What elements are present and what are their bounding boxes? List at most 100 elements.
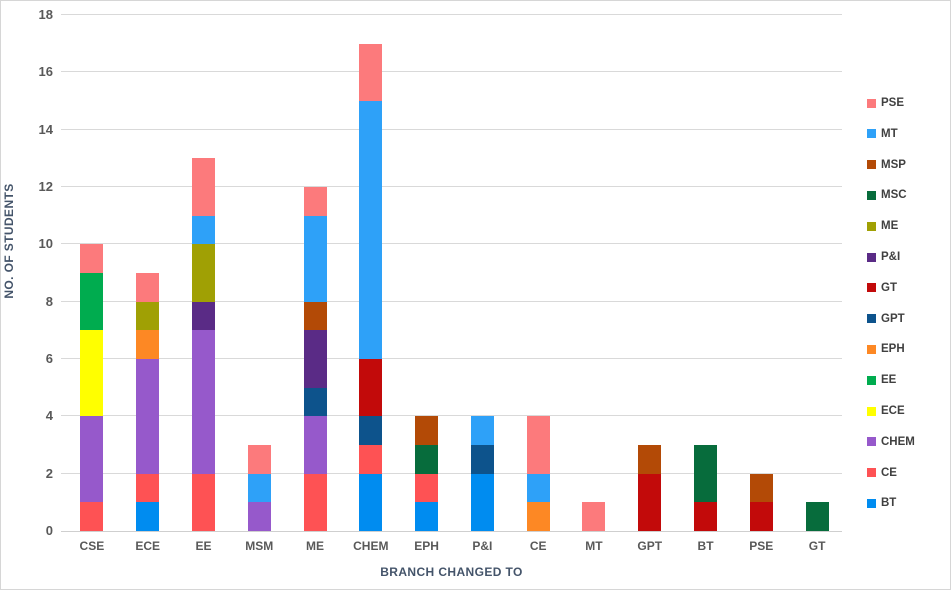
y-tick-label-10: 10 (38, 236, 53, 252)
legend-swatch-EPH (867, 344, 876, 354)
legend-item-CE: CE (867, 467, 897, 479)
bar-segment-CE-EPH (526, 502, 550, 531)
legend-label-P&I: P&I (881, 251, 901, 263)
bar-segment-P&I-MT (470, 416, 494, 445)
bar-segment-ECE-CHEM (136, 359, 160, 474)
legend-swatch-MT (867, 129, 876, 139)
legend-item-MSC: MSC (867, 189, 907, 201)
y-tick-label-12: 12 (38, 179, 53, 194)
bar-segment-CSE-EE (80, 273, 104, 331)
legend-swatch-GT (867, 283, 876, 293)
legend-swatch-MSP (867, 160, 876, 170)
bar-segment-ECE-ME (136, 301, 160, 331)
bar-segment-CSE-CHEM (80, 416, 104, 503)
legend-label-MT: MT (881, 127, 898, 140)
plot-area (61, 14, 842, 532)
bar-segment-CE-MT (526, 473, 550, 503)
y-tick-label-18: 18 (38, 7, 53, 22)
gridline-y-18 (61, 14, 842, 15)
bar-segment-MSM-CHEM (247, 502, 271, 531)
gridline-y-0 (61, 531, 842, 532)
y-tick-label-14: 14 (38, 121, 53, 137)
bar-segment-ME-MSP (303, 301, 327, 331)
bar-segment-EE-P&I (191, 301, 215, 331)
bar-segment-CHEM-BT (359, 473, 383, 531)
bar-segment-EPH-BT (415, 502, 439, 531)
bar-segment-CSE-ECE (80, 330, 104, 417)
legend-label-BT: BT (881, 497, 897, 510)
bar-segment-ME-MT (303, 215, 327, 302)
legend-label-EE: EE (881, 374, 897, 387)
bar-segment-EPH-CE (415, 473, 439, 503)
bar-segment-MT-PSE (582, 502, 606, 531)
bar-segment-ECE-CE (136, 473, 160, 503)
bar-segment-ECE-PSE (136, 273, 160, 302)
x-category-label-BT: BT (697, 539, 714, 553)
legend-label-EPH: EPH (881, 343, 905, 356)
legend-item-P&I: P&I (867, 251, 900, 263)
legend-label-ECE: ECE (881, 405, 905, 417)
bar-segment-GPT-GT (638, 473, 662, 531)
bar-segment-EE-CE (191, 473, 215, 531)
legend-label-MSC: MSC (881, 189, 907, 202)
x-category-label-CE: CE (529, 539, 547, 553)
y-tick-label-16: 16 (38, 64, 53, 80)
legend-item-CHEM: CHEM (867, 436, 915, 448)
bar-segment-BT-GT (694, 502, 718, 531)
legend-label-ME: ME (881, 220, 899, 233)
gridline-y-16 (61, 71, 842, 73)
bar-segment-PSE-MSP (749, 473, 773, 503)
legend-swatch-GPT (867, 314, 876, 324)
bar-segment-CSE-PSE (80, 244, 104, 273)
legend-label-CHEM: CHEM (881, 435, 915, 448)
legend-item-GT: GT (867, 282, 897, 294)
legend-item-BT: BT (867, 497, 896, 509)
bar-segment-BT-MSC (694, 445, 718, 503)
bar-segment-ME-CHEM (303, 416, 327, 474)
bar-segment-EPH-MSP (415, 416, 439, 445)
legend-swatch-MSC (867, 190, 876, 200)
legend-item-ECE: ECE (867, 405, 905, 417)
bar-segment-P&I-GPT (470, 445, 494, 474)
gridline-y-14 (61, 128, 842, 130)
bar-segment-CHEM-GT (359, 359, 383, 417)
x-category-label-GT: GT (808, 539, 826, 553)
bar-segment-GPT-MSP (638, 445, 662, 474)
legend-item-PSE: PSE (867, 97, 904, 109)
bar-segment-CHEM-CE (359, 445, 383, 474)
x-category-label-PSE: PSE (749, 539, 774, 553)
bar-segment-ME-PSE (303, 187, 327, 216)
gridline-y-12 (61, 186, 842, 187)
x-category-label-EE: EE (195, 539, 212, 553)
legend-item-MSP: MSP (867, 159, 906, 171)
gridline-y-2 (61, 472, 842, 474)
legend-item-GPT: GPT (867, 313, 905, 325)
x-category-label-CHEM: CHEM (353, 539, 389, 553)
bar-segment-CHEM-MT (359, 101, 383, 359)
legend-swatch-ECE (867, 406, 876, 416)
bar-segment-PSE-GT (749, 502, 773, 531)
legend-label-PSE: PSE (881, 97, 905, 109)
x-category-label-MT: MT (585, 539, 603, 553)
bar-segment-ME-P&I (303, 330, 327, 388)
legend-swatch-ME (867, 221, 876, 231)
legend-item-EE: EE (867, 374, 896, 386)
bar-segment-MSM-PSE (247, 445, 271, 474)
y-tick-label-6: 6 (45, 351, 53, 366)
x-category-label-MSM: MSM (245, 539, 274, 553)
legend-label-GPT: GPT (881, 312, 905, 325)
legend-label-CE: CE (881, 466, 897, 479)
bar-segment-EE-ME (191, 244, 215, 302)
y-tick-label-8: 8 (45, 293, 53, 309)
legend-label-MSP: MSP (881, 158, 906, 171)
legend-swatch-BT (867, 498, 876, 508)
bar-segment-GT-MSC (805, 502, 829, 531)
y-axis-title: NO. OF STUDENTS (2, 183, 16, 299)
bar-segment-ME-GPT (303, 387, 327, 417)
bar-segment-CHEM-PSE (359, 43, 383, 101)
gridline-y-8 (61, 300, 842, 302)
x-category-label-ECE: ECE (135, 539, 161, 553)
x-category-label-ME: ME (306, 539, 325, 553)
legend-swatch-P&I (867, 252, 876, 262)
